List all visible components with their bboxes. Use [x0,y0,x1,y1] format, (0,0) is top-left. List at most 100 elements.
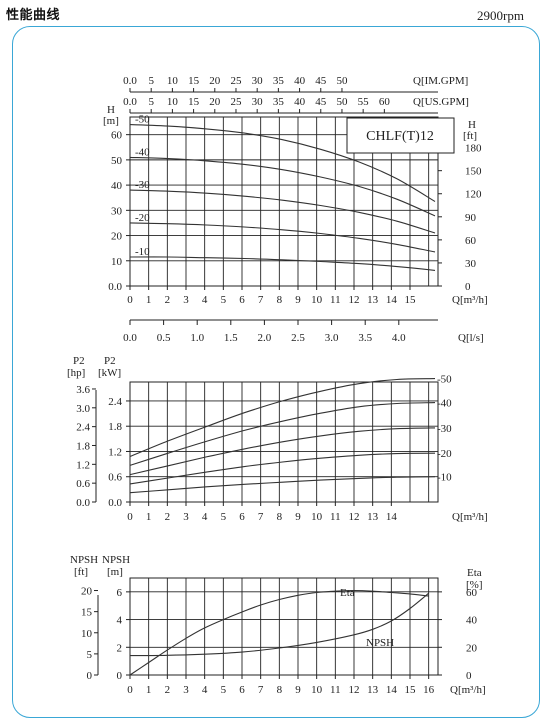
x-tick-label: 6 [239,511,245,523]
x-tick-label: 11 [330,511,341,523]
power-kw-axis-unit: [kW] [98,367,121,379]
x-tick-label: 12 [349,294,360,306]
head-right-axis-unit: [ft] [463,130,477,142]
npsh-ft-axis-unit: [ft] [74,566,88,578]
head-chart: 0.0 5 10 15 20 25 30 35 40 45 50 Q[IM.GPM]0.0 5 10 15 2… [103,75,488,344]
npsh-ft-axis-label: NPSH [70,554,98,566]
npsh-m-tick-label: 2 [117,642,123,654]
im-gpm-tick-label: 15 [188,75,200,87]
power-curve [129,427,436,476]
x-tick-label: 1 [146,684,152,696]
eta-tick-label: 0 [466,670,472,682]
head-curve-label: -50 [135,114,150,126]
ls-axis-label: Q[l/s] [458,332,484,344]
x-tick-label: 16 [423,684,435,696]
us-gpm-tick-label: 55 [358,96,370,108]
us-gpm-tick-label: 10 [167,96,179,108]
power-hp-axis-unit: [hp] [67,367,85,379]
npsh-m-tick-label: 0 [117,670,123,682]
head-curve-label: -20 [135,212,150,224]
power-hp-tick-label: 1.2 [76,459,90,471]
power-hp-tick-label: 3.0 [76,403,90,415]
im-gpm-tick-label: 5 [148,75,154,87]
x-tick-label: 8 [277,684,283,696]
x-tick-label: 9 [295,684,301,696]
im-gpm-tick-label: 50 [336,75,348,87]
power-curve-label: -50 [437,374,452,386]
chart-frame [12,26,540,718]
plot-border [129,381,439,503]
x-tick-label: 4 [202,684,208,696]
x-tick-label: 0 [127,684,133,696]
head-curve [129,222,436,253]
head-curve [129,124,436,202]
x-tick-label: 5 [221,511,227,523]
head-left-tick-label: 30 [111,205,123,217]
power-kw-tick-label: 0.6 [108,472,122,484]
head-right-tick-label: 30 [465,258,477,270]
x-tick-label: 0 [127,511,133,523]
eta-tick-label: 60 [466,587,478,599]
us-gpm-tick-label: 25 [230,96,242,108]
ls-tick-label: 2.5 [291,332,305,344]
im-gpm-tick-label: 0.0 [123,75,137,87]
x-tick-label: 14 [386,294,398,306]
model-label: CHLF(T)12 [366,129,434,144]
npsh-ft-tick-label: 5 [87,649,93,661]
x-tick-label: 13 [367,294,379,306]
head-left-tick-label: 50 [111,155,123,167]
npsh-eta-chart: NPSH[ft]NPSH[m] Eta[%]0246051015200204060… [70,554,486,696]
x-tick-label: 7 [258,511,264,523]
power-hp-axis-label: P2 [73,355,85,367]
x-tick-label: 9 [295,294,301,306]
x-tick-label: 7 [258,294,264,306]
x-tick-label: 7 [258,684,264,696]
power-hp-tick-label: 3.6 [76,384,90,396]
head-right-tick-label: 60 [465,235,477,247]
head-curve [129,256,436,271]
us-gpm-tick-label: 15 [188,96,200,108]
power-curve [129,452,436,485]
im-gpm-tick-label: 40 [294,75,306,87]
us-gpm-tick-label: 60 [379,96,391,108]
us-gpm-tick-label: 5 [148,96,154,108]
head-curve-label: -40 [135,146,150,158]
eta-axis-label: Eta [467,567,482,579]
npsh-ft-tick-label: 10 [81,628,93,640]
power-hp-tick-label: 2.4 [76,422,90,434]
x-tick-label: 14 [386,684,398,696]
power-hp-tick-label: 0.6 [76,478,90,490]
ls-tick-label: 0.0 [123,332,137,344]
power-kw-tick-label: 0.0 [108,497,122,509]
x-tick-label: 2 [165,684,171,696]
x-tick-label: 2 [165,294,171,306]
x-tick-label: 6 [239,294,245,306]
npsh-ft-tick-label: 0 [87,670,93,682]
x-tick-label: 13 [367,684,379,696]
ls-tick-label: 1.5 [224,332,238,344]
power-chart: P2[hp]P2[kW]0.00.61.21.82.40.00.61.21.82… [67,355,488,523]
us-gpm-tick-label: 30 [252,96,264,108]
ls-tick-label: 3.0 [325,332,339,344]
x-tick-label: 14 [386,511,398,523]
power-kw-tick-label: 1.2 [108,446,122,458]
x-tick-label: 5 [221,684,227,696]
x-tick-label: 10 [311,511,323,523]
pump-speed: 2900rpm [477,8,524,23]
power-curve-label: -20 [437,448,452,460]
ls-tick-label: 3.5 [358,332,372,344]
ls-tick-label: 0.5 [157,332,171,344]
us-gpm-tick-label: 45 [315,96,327,108]
power-kw-tick-label: 2.4 [108,396,122,408]
plot-border [129,116,439,287]
head-left-tick-label: 0.0 [108,281,122,293]
x-tick-label: 5 [221,294,227,306]
us-gpm-tick-label: 40 [294,96,306,108]
ls-tick-label: 2.0 [258,332,272,344]
npsh-ft-tick-label: 20 [81,586,93,598]
head-curve-label: -30 [135,179,150,191]
model-box [346,117,455,154]
eta-axis-unit: [%] [466,579,483,591]
power-x-axis-label: Q[m³/h] [452,511,488,523]
